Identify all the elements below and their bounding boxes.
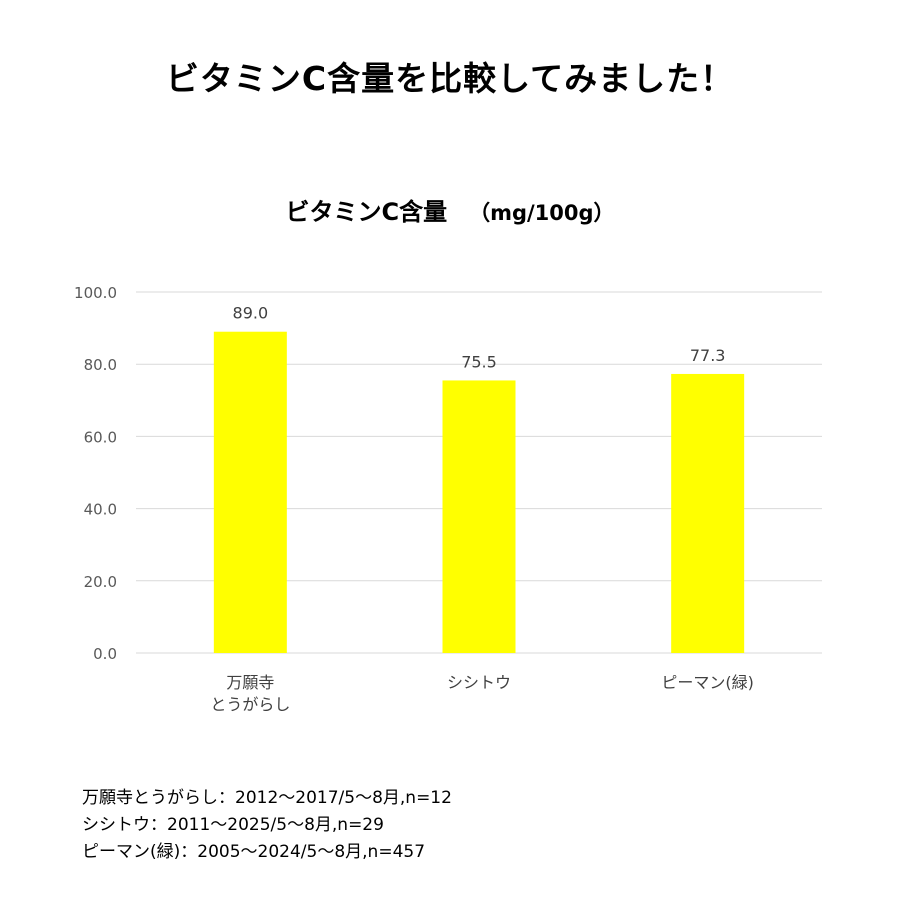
x-tick-labels: 万願寺とうがらし シシトウ ピーマン(緑) [210,673,754,714]
chart-title-text: ビタミンC含量 [285,198,448,226]
x-tick-label: とうがらし [210,695,290,714]
data-label: 75.5 [461,352,497,371]
vitamin-c-bar-chart: 0.0 20.0 40.0 60.0 80.0 100.0 89.0 75.5 77.3 万願… [74,284,822,714]
page-title: ビタミンC含量を比較してみました！ [165,59,735,98]
bar [442,380,516,653]
y-tick-label: 80.0 [84,356,117,374]
data-labels: 89.0 75.5 77.3 [233,304,726,372]
x-tick-label: ピーマン(緑) [661,673,754,692]
bar [671,373,745,653]
footnote-line: ピーマン(緑)：2005〜2024/5〜8月,n=457 [82,842,426,862]
footnotes: 万願寺とうがらし：2012〜2017/5〜8月,n=12 シシトウ：2011〜2… [82,785,452,866]
y-tick-labels: 0.0 20.0 40.0 60.0 80.0 100.0 [74,284,117,663]
y-tick-label: 0.0 [93,645,117,663]
y-tick-label: 60.0 [84,428,117,446]
y-tick-label: 20.0 [84,573,117,591]
chart-unit: （mg/100g） [469,201,615,225]
y-tick-label: 40.0 [84,501,117,519]
chart-title: ビタミンC含量 （mg/100g） [0,192,900,227]
bar [213,331,287,653]
x-tick-label: 万願寺 [226,673,274,692]
data-label: 89.0 [233,304,269,323]
y-tick-label: 100.0 [74,284,117,302]
data-label: 77.3 [690,346,726,365]
bars [213,331,745,653]
x-tick-label: シシトウ [447,673,511,692]
footnote-line: 万願寺とうがらし：2012〜2017/5〜8月,n=12 [82,788,452,808]
footnote-line: シシトウ：2011〜2025/5〜8月,n=29 [82,815,384,835]
